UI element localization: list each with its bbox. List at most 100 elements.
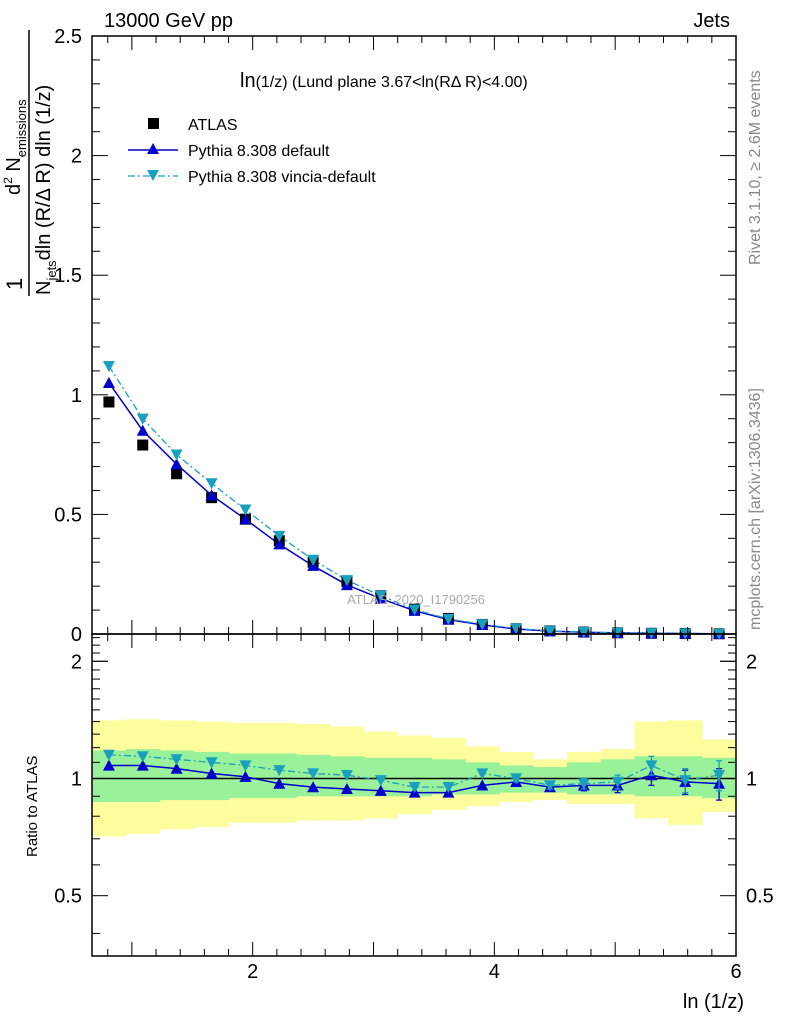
mc-point-2 bbox=[239, 504, 252, 516]
main-y-tick-label: 1.5 bbox=[54, 265, 82, 287]
ratio-point-0 bbox=[102, 759, 115, 771]
ratio-point-1 bbox=[307, 768, 320, 780]
mc-point-1 bbox=[273, 538, 286, 550]
ratio-point-1 bbox=[273, 765, 286, 777]
ratio-point-1 bbox=[645, 760, 658, 772]
ratio-y-tick-label-right: 1 bbox=[746, 768, 757, 790]
main-y-tick-label: 1 bbox=[71, 385, 82, 407]
ratio-point-1 bbox=[102, 749, 115, 761]
main-panel bbox=[102, 360, 726, 640]
mc-point-2 bbox=[408, 604, 421, 616]
annotation-sub: (1/z) bbox=[256, 74, 288, 91]
ratio-panel bbox=[92, 719, 737, 837]
annotation-ln: ln bbox=[240, 70, 256, 92]
ratio-point-1 bbox=[510, 773, 523, 785]
x-tick-label: 6 bbox=[730, 961, 741, 983]
ratio-y-tick-label: 1 bbox=[71, 768, 82, 790]
analysis-watermark: ATLAS_2020_I1790256 bbox=[347, 592, 485, 607]
ratio-point-1 bbox=[205, 757, 218, 769]
mc-point-1 bbox=[136, 424, 149, 436]
ratio-y-tick-label-right: 2 bbox=[746, 651, 757, 673]
legend: ATLAS Pythia 8.308 default Pythia 8.308 … bbox=[128, 117, 376, 186]
y-label-numerator: d2 Nemissions bbox=[1, 99, 29, 195]
ratio-point-0 bbox=[136, 759, 149, 771]
ratio-point-0 bbox=[273, 777, 286, 789]
main-y-tick-label: 2 bbox=[71, 146, 82, 168]
mc-point-2 bbox=[205, 478, 218, 490]
x-tick-label: 4 bbox=[489, 961, 500, 983]
ratio-point-1 bbox=[239, 760, 252, 772]
plot-annotation: ln(1/z) (Lund plane 3.67<ln(RΔ R)<4.00) bbox=[240, 70, 528, 92]
legend-marker-vincia bbox=[147, 170, 159, 181]
y-label-numerator-d: d bbox=[3, 184, 25, 195]
legend-label-default: Pythia 8.308 default bbox=[188, 143, 330, 160]
y-label-one: 1 bbox=[2, 278, 27, 290]
legend-label-atlas: ATLAS bbox=[188, 117, 238, 134]
ratio-frame bbox=[91, 633, 737, 957]
mc-point-2 bbox=[476, 619, 489, 631]
ratio-point-1 bbox=[374, 775, 387, 787]
mc-point-2 bbox=[136, 413, 149, 425]
ratio-point-1 bbox=[476, 768, 489, 780]
atlas-data-point bbox=[137, 439, 149, 451]
ratio-point-1 bbox=[679, 775, 692, 787]
ratio-point-1 bbox=[442, 782, 455, 794]
mc-point-2 bbox=[543, 625, 556, 637]
y-label-denominator: Njetsdln (R/Δ R) dln (1/z) bbox=[33, 85, 59, 295]
ratio-point-1 bbox=[713, 770, 726, 782]
ratio-point-0 bbox=[340, 782, 353, 795]
legend-marker-default bbox=[147, 143, 159, 154]
y-label-denominator-sub: jets bbox=[44, 260, 59, 282]
ratio-y-tick-label-right: 0.5 bbox=[746, 886, 774, 908]
mc-point-2 bbox=[273, 530, 286, 542]
y-label-numerator-sup: 2 bbox=[1, 177, 15, 184]
mc-point-2 bbox=[102, 360, 115, 373]
x-tick-label: 2 bbox=[247, 961, 258, 983]
mc-point-1 bbox=[205, 489, 218, 501]
x-axis-label: ln (1/z) bbox=[683, 991, 744, 1013]
mc-point-2 bbox=[510, 623, 523, 635]
ratio-point-0 bbox=[476, 779, 489, 791]
y-label-denominator-n: N bbox=[33, 281, 55, 295]
ratio-point-0 bbox=[307, 781, 320, 793]
ratio-point-0 bbox=[170, 762, 183, 774]
legend-marker-atlas bbox=[148, 118, 159, 129]
ratio-point-1 bbox=[136, 751, 149, 763]
ratio-y-tick-label: 2 bbox=[71, 651, 82, 673]
side-text-rivet: Rivet 3.1.10, ≥ 2.6M events bbox=[747, 70, 764, 265]
header-left: 13000 GeV pp bbox=[104, 10, 233, 32]
atlas-data-point bbox=[171, 468, 183, 480]
ratio-point-0 bbox=[239, 770, 252, 782]
main-y-axis-label: 1 Njetsdln (R/Δ R) dln (1/z) d2 Nemissio… bbox=[1, 30, 59, 296]
side-text-mcplots: mcplots.cern.ch [arXiv:1306.3436] bbox=[747, 388, 764, 630]
ratio-y-axis-label: Ratio to ATLAS bbox=[24, 756, 41, 857]
main-y-tick-label: 0 bbox=[71, 624, 82, 646]
y-label-numerator-rest: N bbox=[3, 157, 25, 177]
mc-point-1 bbox=[170, 458, 183, 470]
ratio-point-1 bbox=[611, 776, 624, 788]
mc-point-2 bbox=[442, 613, 455, 625]
legend-label-vincia: Pythia 8.308 vincia-default bbox=[188, 169, 376, 186]
ratio-point-1 bbox=[408, 782, 421, 794]
band-inner-bin bbox=[262, 753, 297, 799]
ratio-point-0 bbox=[205, 767, 218, 779]
mc-point-2 bbox=[340, 575, 353, 587]
main-y-tick-label: 0.5 bbox=[54, 504, 82, 526]
annotation-rest: (Lund plane 3.67<ln(RΔ R)<4.00) bbox=[288, 74, 528, 91]
ratio-point-1 bbox=[577, 778, 590, 790]
header-right: Jets bbox=[693, 10, 730, 32]
mc-point-1 bbox=[102, 376, 115, 388]
mc-point-2 bbox=[611, 627, 624, 639]
y-label-numerator-sub: emissions bbox=[14, 99, 29, 157]
ratio-point-0 bbox=[374, 784, 387, 796]
ratio-point-1 bbox=[543, 780, 556, 792]
mc-point-2 bbox=[577, 626, 590, 639]
ratio-point-1 bbox=[170, 754, 183, 766]
mc-point-2 bbox=[170, 449, 183, 461]
atlas-data-point bbox=[103, 396, 115, 408]
ratio-y-tick-label: 0.5 bbox=[54, 886, 82, 908]
y-label-denominator-rest: dln (R/Δ R) dln (1/z) bbox=[33, 85, 55, 261]
mc-point-2 bbox=[374, 590, 387, 602]
mc-point-2 bbox=[307, 554, 320, 566]
